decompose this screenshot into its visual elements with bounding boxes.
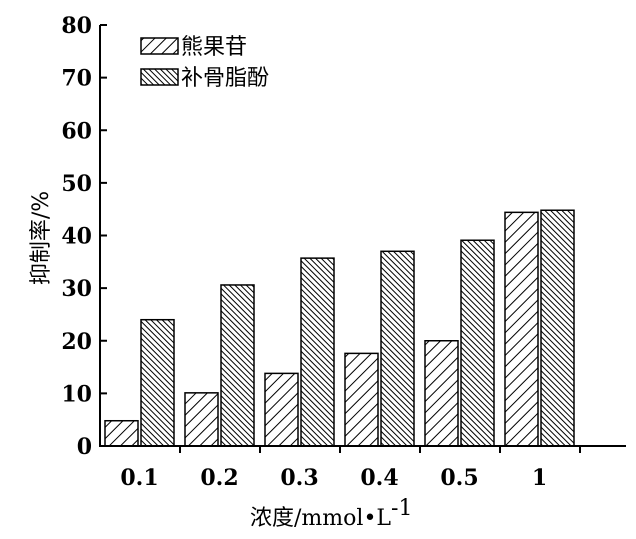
bar-series-2-0.1 <box>140 318 175 447</box>
y-tick-label: 20 <box>61 329 92 355</box>
bar-series-2-1 <box>540 209 575 447</box>
legend-swatch-series-1 <box>140 37 179 55</box>
bar-series-1-0.5 <box>424 340 459 447</box>
bars <box>104 209 575 447</box>
y-ticks: 0 10 20 30 40 50 60 70 80 <box>61 13 107 460</box>
legend-swatch-series-2 <box>140 68 179 86</box>
bar-series-1-1 <box>504 211 539 447</box>
x-axis-title-exponent: -1 <box>391 496 412 521</box>
y-tick-label: 0 <box>77 434 92 460</box>
y-axis-title: 抑制率/% <box>29 191 54 285</box>
x-tick-label: 0.1 <box>120 465 158 491</box>
x-axis-title-prefix: 浓度 <box>250 506 294 531</box>
y-tick-label: 10 <box>61 381 92 407</box>
y-tick-label: 60 <box>61 118 92 144</box>
x-tick-label: 0.5 <box>440 465 478 491</box>
x-ticks: 0.1 0.2 0.3 0.4 0.5 1 <box>120 446 581 491</box>
bar-series-2-0.4 <box>380 250 415 447</box>
x-axis-title: 浓度/mmol•L-1 <box>250 496 412 531</box>
x-tick-label: 0.4 <box>360 465 398 491</box>
y-tick-label: 80 <box>61 13 92 39</box>
y-tick-label: 50 <box>61 171 92 197</box>
x-tick-label: 0.3 <box>280 465 318 491</box>
x-axis-title-unit: /mmol <box>294 506 363 531</box>
bar-series-1-0.4 <box>344 352 379 447</box>
x-axis-title-dot: • <box>363 506 376 531</box>
bar-series-1-0.3 <box>264 372 299 447</box>
legend-label-series-1: 熊果苷 <box>181 35 247 60</box>
y-tick-label: 30 <box>61 276 92 302</box>
bar-series-1-0.2 <box>184 392 219 447</box>
bar-series-2-0.5 <box>460 239 495 447</box>
x-tick-label: 0.2 <box>200 465 238 491</box>
bar-series-2-0.3 <box>300 257 335 447</box>
y-tick-label: 40 <box>61 224 92 250</box>
x-tick-label: 1 <box>532 465 547 491</box>
legend: 熊果苷 补骨脂酚 <box>140 35 269 91</box>
x-axis-title-L: L <box>376 506 391 531</box>
bar-series-2-0.2 <box>220 284 255 447</box>
bar-series-1-0.1 <box>104 419 139 447</box>
y-tick-label: 70 <box>61 66 92 92</box>
legend-label-series-2: 补骨脂酚 <box>181 66 269 91</box>
